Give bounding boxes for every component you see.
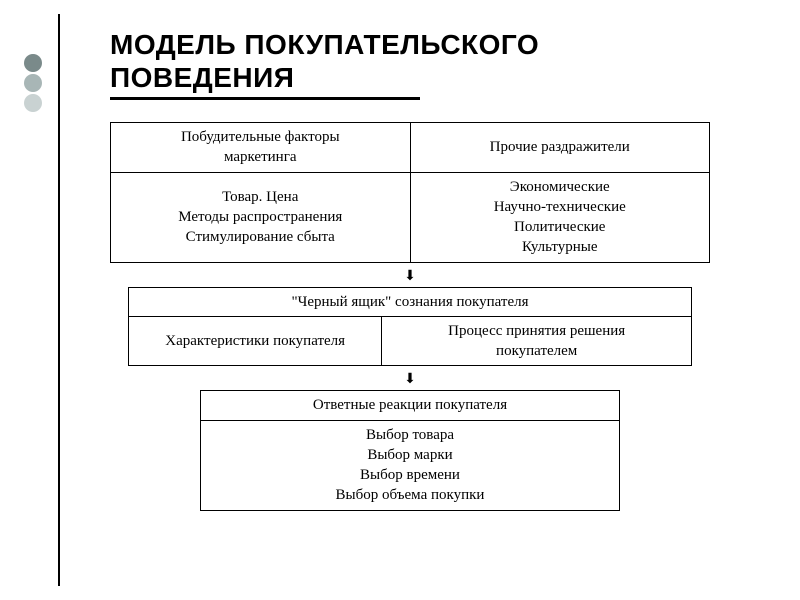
arrow-down-icon: ⬇ — [404, 268, 416, 285]
cell-decision-process: Процесс принятия решения покупателем — [382, 316, 692, 366]
title-underline — [110, 97, 420, 100]
decor-dot-2 — [24, 74, 42, 92]
cell-marketing-factors-body: Товар. Цена Методы распространения Стиму… — [111, 172, 411, 262]
decor-vertical-line — [58, 14, 60, 586]
title-line-1: МОДЕЛЬ ПОКУПАТЕЛЬСКОГО — [110, 28, 539, 61]
cell-other-stimuli-body: Экономические Научно-технические Политич… — [410, 172, 710, 262]
diagram-content: Побудительные факторы маркетинга Прочие … — [110, 122, 710, 511]
arrow-down-icon: ⬇ — [404, 371, 416, 388]
cell-buyer-characteristics: Характеристики покупателя — [129, 316, 382, 366]
page-title: МОДЕЛЬ ПОКУПАТЕЛЬСКОГО ПОВЕДЕНИЯ — [110, 28, 539, 100]
decor-dot-3 — [24, 94, 42, 112]
cell-other-stimuli-header: Прочие раздражители — [410, 123, 710, 173]
decor-dots — [24, 54, 42, 112]
cell-responses-header: Ответные реакции покупателя — [201, 391, 620, 420]
block-responses: Ответные реакции покупателя Выбор товара… — [200, 390, 620, 510]
decor-dot-1 — [24, 54, 42, 72]
block-black-box: "Черный ящик" сознания покупателя Характ… — [128, 287, 692, 367]
title-line-2: ПОВЕДЕНИЯ — [110, 61, 539, 94]
cell-responses-body: Выбор товара Выбор марки Выбор времени В… — [201, 420, 620, 510]
cell-black-box-header: "Черный ящик" сознания покупателя — [129, 287, 692, 316]
arrow-2: ⬇ — [110, 366, 710, 390]
cell-marketing-factors-header: Побудительные факторы маркетинга — [111, 123, 411, 173]
block-stimuli: Побудительные факторы маркетинга Прочие … — [110, 122, 710, 263]
arrow-1: ⬇ — [110, 263, 710, 287]
